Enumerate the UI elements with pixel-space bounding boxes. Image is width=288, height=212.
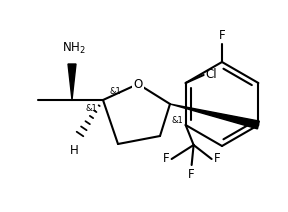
Text: F: F [163,152,170,166]
Text: NH$_2$: NH$_2$ [62,41,86,56]
Text: Cl: Cl [206,68,217,81]
Polygon shape [68,64,76,100]
Polygon shape [170,104,259,129]
Text: F: F [214,152,220,166]
Text: O: O [133,78,143,91]
Text: F: F [219,29,225,42]
Text: H: H [70,144,78,157]
Text: &1: &1 [109,87,121,96]
Text: F: F [188,168,195,181]
Text: &1: &1 [86,104,98,113]
Text: &1: &1 [172,116,184,125]
